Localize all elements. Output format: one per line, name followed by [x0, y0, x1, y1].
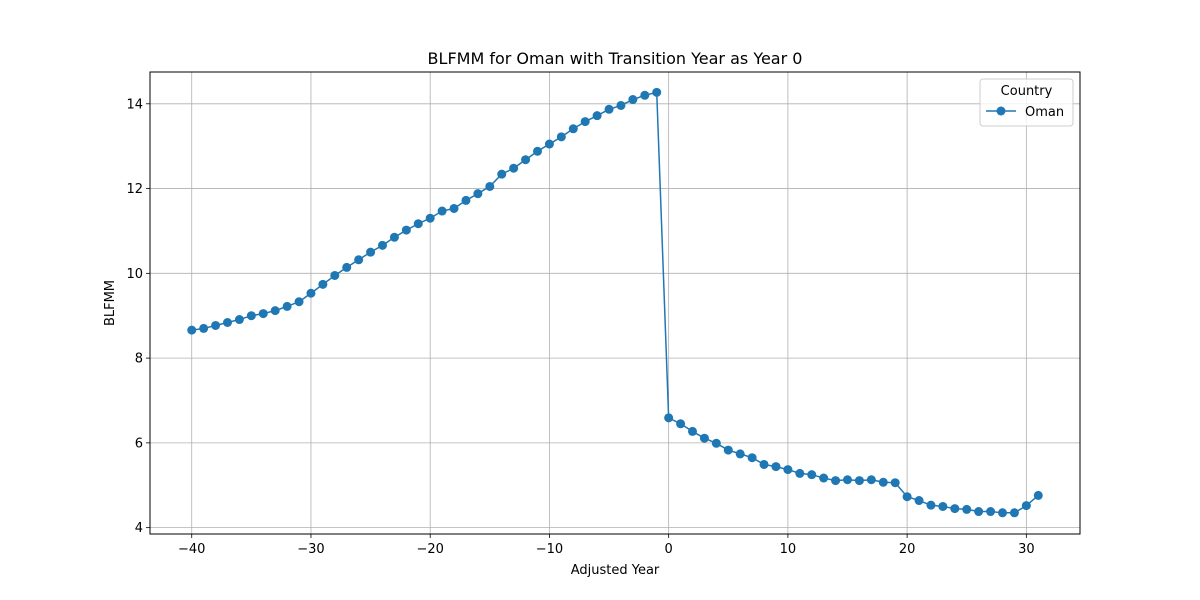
ticks: −40 −30 −20 −10 0 10 20 30 4 6 8 10 12 14	[126, 97, 1034, 557]
data-point	[461, 195, 471, 205]
y-tick-label: 12	[126, 182, 143, 197]
grid	[150, 72, 1080, 534]
data-point	[354, 255, 364, 265]
data-point	[401, 225, 411, 235]
data-point	[878, 477, 888, 487]
data-point	[676, 419, 686, 429]
data-point	[962, 504, 972, 514]
legend: Country Oman	[979, 78, 1074, 127]
data-point	[246, 311, 256, 321]
data-point	[723, 445, 733, 455]
x-tick-label: 30	[1018, 542, 1035, 557]
data-point	[544, 139, 554, 149]
data-point	[282, 301, 292, 311]
data-point	[807, 470, 817, 480]
data-point	[890, 478, 900, 488]
data-point	[902, 492, 912, 502]
data-point	[270, 306, 280, 316]
data-point	[688, 426, 697, 436]
y-tick-label: 10	[126, 267, 143, 282]
data-point	[998, 508, 1007, 518]
data-point	[509, 163, 519, 173]
data-point	[497, 169, 507, 179]
data-point	[759, 459, 769, 469]
data-point	[747, 453, 757, 463]
data-point	[413, 219, 423, 229]
data-point	[819, 473, 829, 483]
data-point	[258, 309, 268, 319]
data-point	[735, 449, 745, 459]
data-point	[1009, 508, 1019, 518]
data-point	[950, 504, 960, 514]
chart-title: BLFMM for Oman with Transition Year as Y…	[428, 49, 803, 68]
data-point	[592, 111, 602, 121]
data-point	[640, 90, 650, 100]
data-point	[556, 132, 566, 142]
data-point	[521, 155, 531, 165]
legend-marker-swatch	[996, 106, 1006, 116]
data-point	[604, 104, 614, 114]
data-point	[187, 325, 197, 335]
data-point	[568, 124, 578, 134]
y-tick-label: 4	[135, 521, 143, 536]
data-point	[485, 181, 495, 191]
data-point	[306, 288, 316, 298]
data-point	[831, 476, 841, 486]
data-point	[378, 240, 387, 250]
data-point	[425, 213, 435, 223]
x-axis-label: Adjusted Year	[571, 563, 660, 578]
data-point	[866, 475, 876, 485]
x-tick-label: 0	[665, 542, 673, 557]
data-point	[652, 87, 662, 97]
y-tick-label: 6	[135, 436, 143, 451]
data-point	[795, 468, 805, 478]
data-point	[1033, 490, 1043, 500]
x-tick-label: −20	[416, 542, 443, 557]
data-point	[366, 247, 376, 257]
data-point	[318, 279, 328, 289]
legend-title: Country	[1001, 84, 1053, 99]
data-point	[986, 507, 996, 517]
data-point	[294, 297, 304, 307]
x-tick-label: −30	[297, 542, 324, 557]
data-point	[473, 189, 483, 199]
series-layer	[187, 87, 1043, 518]
data-point	[843, 475, 852, 485]
data-point	[854, 476, 864, 486]
data-point	[628, 95, 638, 105]
data-point	[389, 232, 399, 242]
data-point	[199, 323, 209, 333]
data-point	[711, 438, 721, 448]
data-point	[342, 262, 352, 272]
data-point	[914, 496, 924, 506]
data-point	[437, 206, 447, 216]
data-point	[783, 465, 793, 475]
data-point	[449, 203, 459, 213]
data-point	[938, 501, 948, 511]
data-point	[699, 433, 709, 443]
data-point	[211, 320, 221, 330]
data-point	[664, 413, 674, 423]
data-point	[974, 507, 984, 517]
y-tick-label: 14	[126, 97, 143, 112]
data-point	[330, 270, 340, 280]
data-point	[234, 315, 244, 325]
x-tick-label: −40	[178, 542, 205, 557]
x-tick-label: −10	[536, 542, 563, 557]
plot-frame	[149, 71, 1081, 535]
x-tick-label: 10	[780, 542, 797, 557]
x-tick-label: 20	[899, 542, 916, 557]
data-point	[533, 146, 542, 156]
data-point	[1021, 501, 1031, 511]
y-tick-label: 8	[135, 352, 143, 367]
data-point	[926, 500, 936, 510]
data-point	[616, 100, 626, 110]
y-axis-label: BLFMM	[103, 280, 118, 326]
data-point	[223, 318, 232, 327]
legend-entry-label: Oman	[1025, 105, 1064, 120]
data-point	[580, 117, 590, 127]
data-point	[771, 462, 781, 472]
